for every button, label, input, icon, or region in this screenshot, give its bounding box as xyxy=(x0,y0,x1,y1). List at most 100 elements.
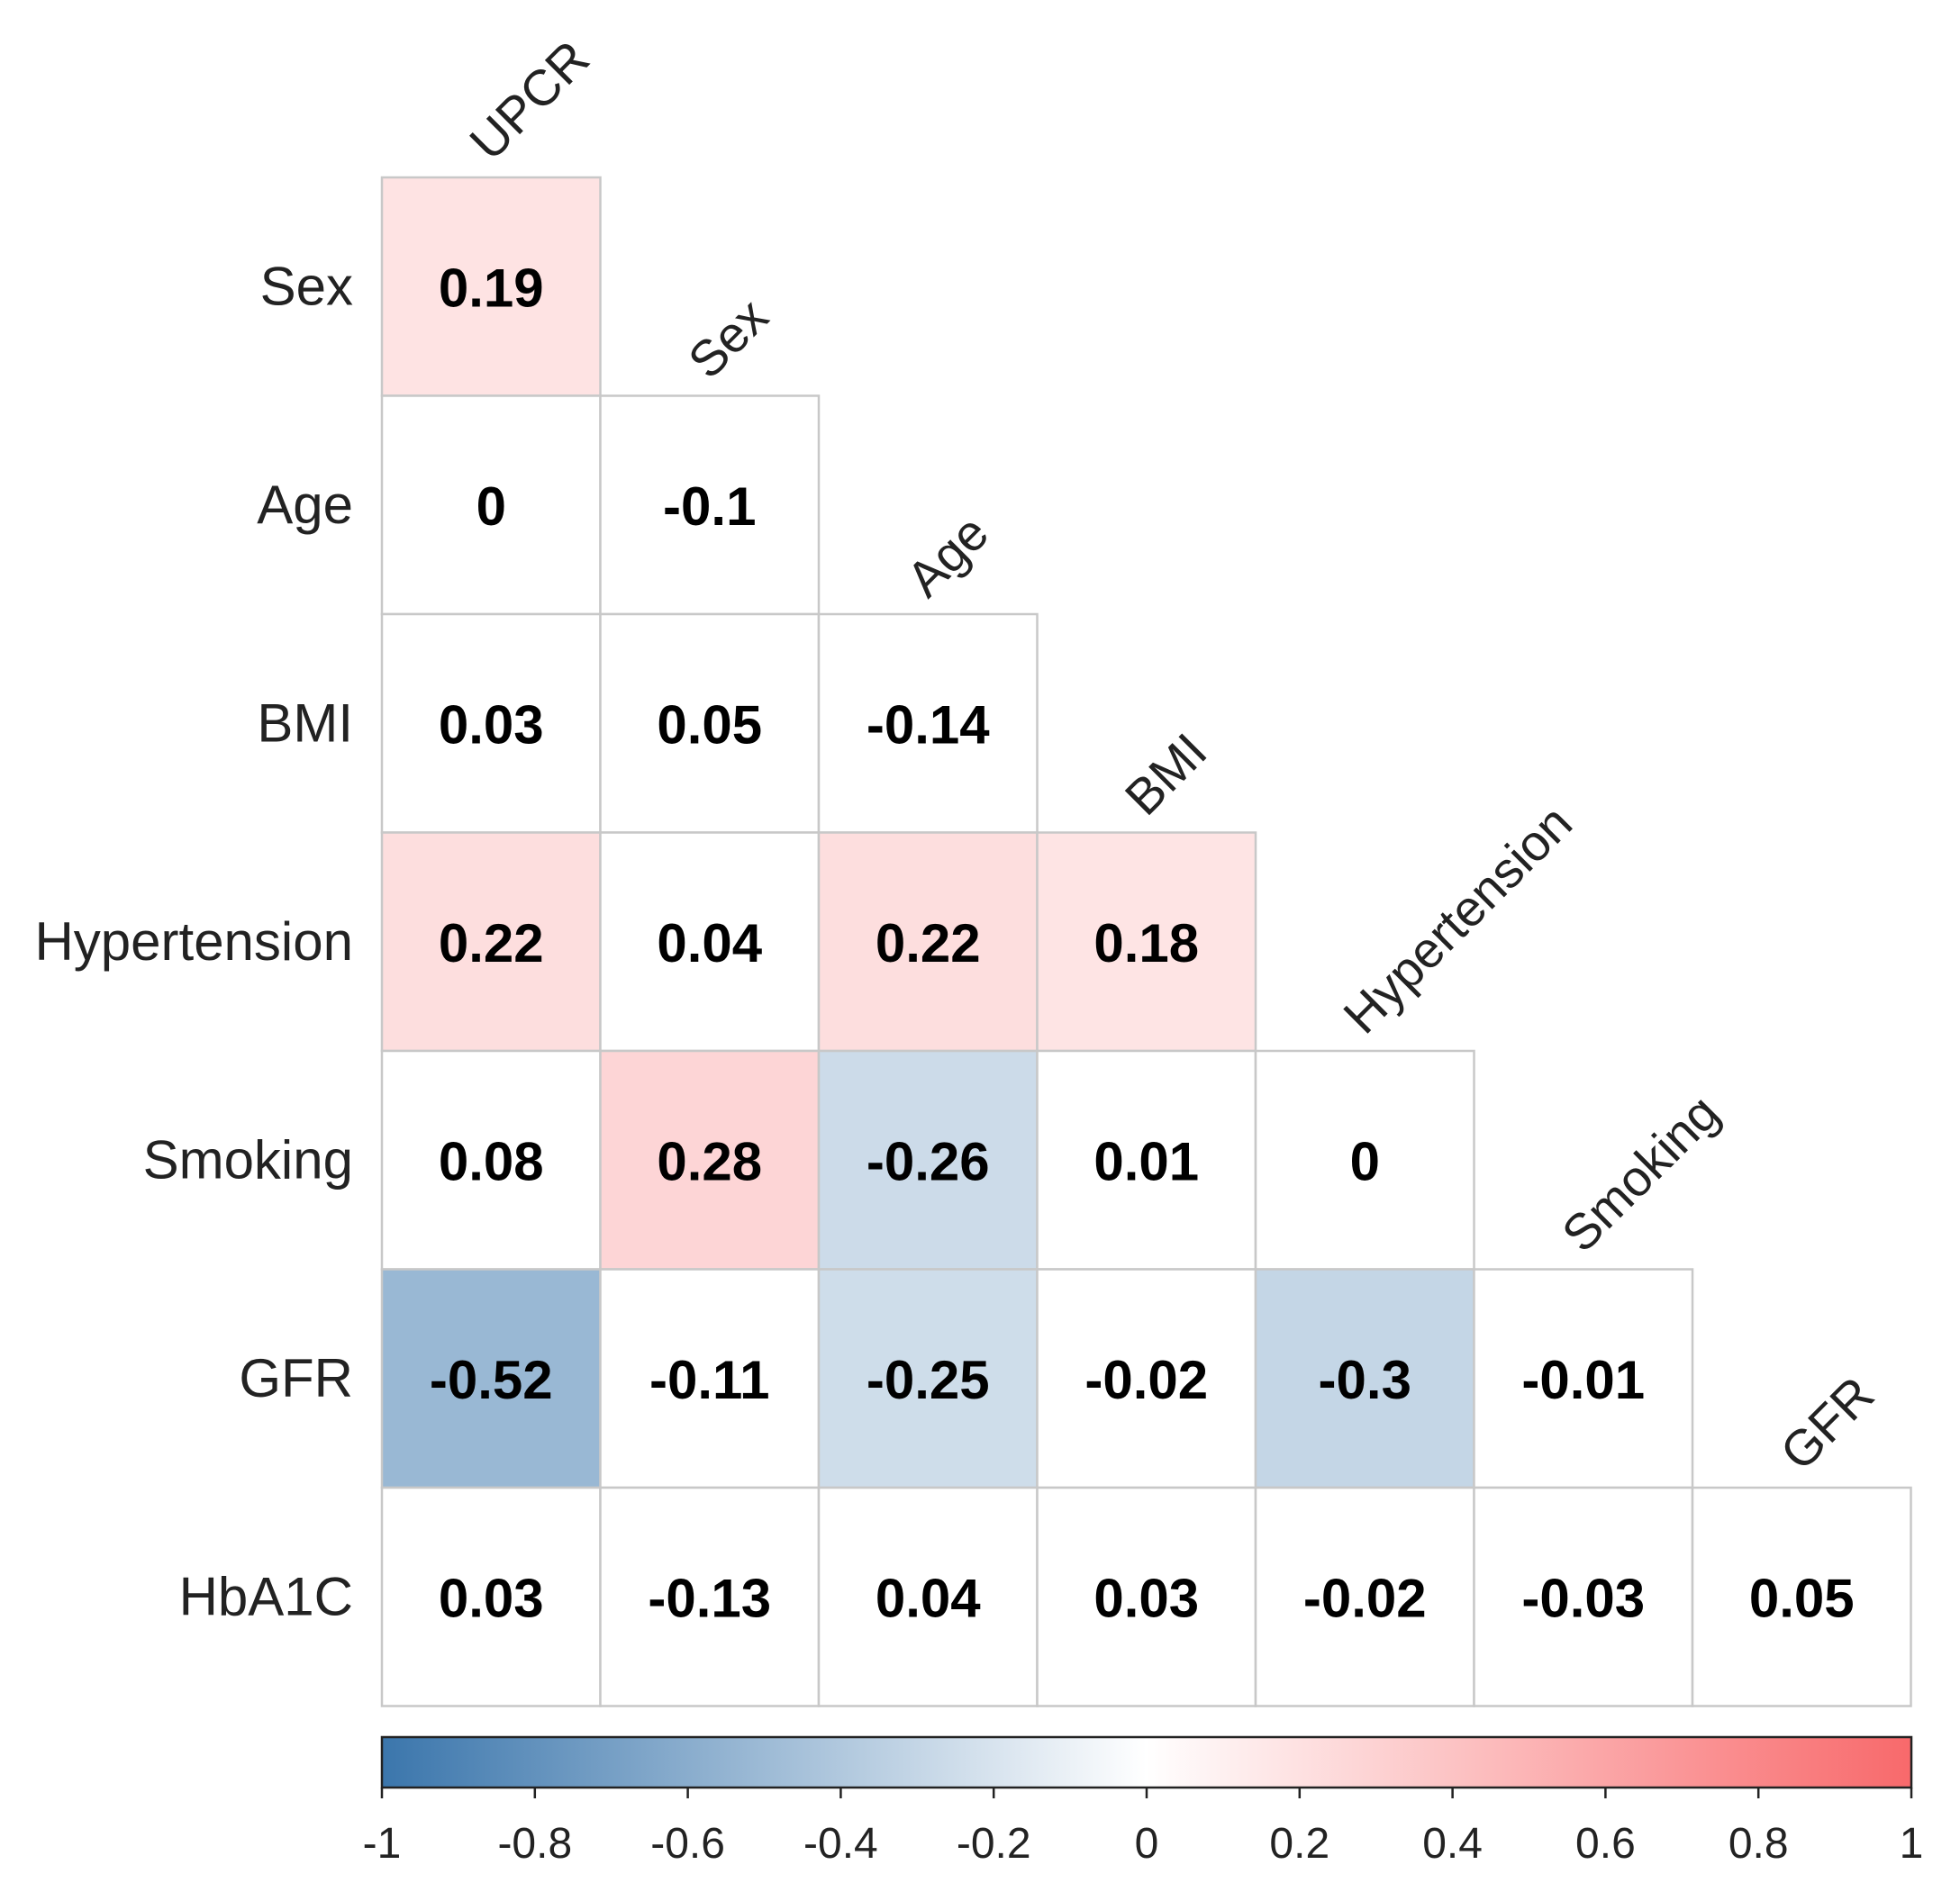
colorbar-tick-label: 0.4 xyxy=(1422,1820,1483,1868)
cell-age-upcr: 0 xyxy=(380,394,602,616)
cell-rect xyxy=(1473,1268,1694,1489)
column-label-upcr: UPCR xyxy=(458,30,600,171)
cell-value-label: -0.01 xyxy=(1521,1350,1645,1410)
cell-value-label: 0.05 xyxy=(657,694,762,755)
cell-hba1c-age: 0.04 xyxy=(817,1486,1039,1707)
cell-value-label: -0.03 xyxy=(1521,1568,1645,1628)
column-label-smoking: Smoking xyxy=(1551,1083,1730,1263)
cell-rect xyxy=(599,394,821,616)
cell-value-label: -0.52 xyxy=(430,1350,553,1410)
cell-rect xyxy=(380,1486,602,1707)
row-label-sex: Sex xyxy=(260,256,353,316)
cell-value-label: 0.01 xyxy=(1093,1131,1199,1191)
cell-value-label: 0 xyxy=(476,476,506,537)
column-label-gfr: GFR xyxy=(1769,1365,1884,1480)
cell-value-label: 0.03 xyxy=(1093,1568,1199,1628)
row-labels: Sex Age BMI Hypertension Smoking GFR HbA1C xyxy=(34,256,353,1626)
cell-rect xyxy=(1473,1486,1694,1707)
cell-hypertension-age: 0.22 xyxy=(817,831,1039,1053)
cell-hba1c-hypertension: -0.02 xyxy=(1254,1486,1475,1707)
cell-rect xyxy=(1036,831,1257,1053)
colorbar-tick-label: 1 xyxy=(1900,1820,1924,1868)
cell-value-label: -0.14 xyxy=(867,694,990,755)
colorbar-tick-label: 0 xyxy=(1135,1820,1159,1868)
colorbar-tick-label: -0.8 xyxy=(497,1820,572,1868)
cell-value-label: 0.28 xyxy=(657,1131,762,1191)
cell-gfr-bmi: -0.02 xyxy=(1036,1268,1257,1489)
cell-rect xyxy=(1036,1486,1257,1707)
colorbar-tick-label: 0.8 xyxy=(1729,1820,1789,1868)
cell-hba1c-smoking: -0.03 xyxy=(1473,1486,1694,1707)
cell-value-label: 0.22 xyxy=(439,913,544,973)
colorbar-gradient xyxy=(380,1735,1913,1789)
column-label-age: Age xyxy=(895,503,999,607)
cell-value-label: -0.11 xyxy=(649,1350,769,1410)
cell-smoking-bmi: 0.01 xyxy=(1036,1049,1257,1271)
colorbar-tick-label: 0.6 xyxy=(1575,1820,1636,1868)
cell-rect xyxy=(380,394,602,616)
cell-sex-upcr: 0.19 xyxy=(380,176,602,397)
cell-bmi-upcr: 0.03 xyxy=(380,612,602,834)
cell-gfr-hypertension: -0.3 xyxy=(1254,1268,1475,1489)
colorbar-tick-label: -1 xyxy=(363,1820,402,1868)
cell-value-label: -0.3 xyxy=(1319,1350,1411,1410)
colorbar-ticks: -1 -0.8 -0.6 -0.4 -0.2 0 0.2 0.4 0.6 0.8 1 xyxy=(363,1788,1924,1868)
cell-bmi-sex: 0.05 xyxy=(599,612,821,834)
cell-hba1c-sex: -0.13 xyxy=(599,1486,821,1707)
cell-value-label: 0.04 xyxy=(657,913,762,973)
cell-value-label: -0.1 xyxy=(663,476,756,537)
cell-value-label: 0.08 xyxy=(439,1131,544,1191)
row-label-hypertension: Hypertension xyxy=(34,911,353,972)
cell-value-label: 0.03 xyxy=(439,694,544,755)
cell-rect xyxy=(817,1049,1039,1271)
cell-rect xyxy=(1036,1268,1257,1489)
cell-rect xyxy=(1254,1268,1475,1489)
cell-hypertension-upcr: 0.22 xyxy=(380,831,602,1053)
cell-smoking-upcr: 0.08 xyxy=(380,1049,602,1271)
cell-value-label: 0.19 xyxy=(439,258,544,318)
cell-rect xyxy=(380,612,602,834)
cell-value-label: 0.22 xyxy=(876,913,981,973)
cell-hypertension-sex: 0.04 xyxy=(599,831,821,1053)
cell-rect xyxy=(599,831,821,1053)
cell-value-label: 0.03 xyxy=(439,1568,544,1628)
cell-value-label: 0.05 xyxy=(1749,1568,1855,1628)
cell-gfr-sex: -0.11 xyxy=(599,1268,821,1489)
cell-rect xyxy=(599,1486,821,1707)
cell-rect xyxy=(817,1268,1039,1489)
cell-gfr-smoking: -0.01 xyxy=(1473,1268,1694,1489)
row-label-hba1c: HbA1C xyxy=(179,1566,353,1626)
cell-rect xyxy=(817,612,1039,834)
cell-value-label: 0.04 xyxy=(876,1568,981,1628)
cell-rect xyxy=(380,176,602,397)
cell-smoking-age: -0.26 xyxy=(817,1049,1039,1271)
column-label-hypertension: Hypertension xyxy=(1332,794,1583,1045)
column-label-bmi: BMI xyxy=(1114,722,1218,826)
colorbar-tick-label: -0.4 xyxy=(803,1820,878,1868)
cell-value-label: -0.26 xyxy=(867,1131,990,1191)
cell-value-label: 0.18 xyxy=(1093,913,1199,973)
cell-smoking-sex: 0.28 xyxy=(599,1049,821,1271)
cells-layer: 0.19 0 -0.1 0.03 0.05 -0.14 0.22 0.04 0.22 0.18 0.… xyxy=(380,176,1912,1707)
cell-hba1c-upcr: 0.03 xyxy=(380,1486,602,1707)
row-label-bmi: BMI xyxy=(257,693,353,753)
cell-value-label: -0.13 xyxy=(648,1568,771,1628)
cell-value-label: -0.02 xyxy=(1303,1568,1427,1628)
cell-rect xyxy=(599,612,821,834)
cell-bmi-age: -0.14 xyxy=(817,612,1039,834)
row-label-gfr: GFR xyxy=(239,1348,353,1408)
cell-gfr-age: -0.25 xyxy=(817,1268,1039,1489)
cell-smoking-hypertension: 0 xyxy=(1254,1049,1475,1271)
cell-rect xyxy=(1691,1486,1912,1707)
row-label-age: Age xyxy=(257,475,353,535)
cell-rect xyxy=(1254,1049,1475,1271)
cell-age-sex: -0.1 xyxy=(599,394,821,616)
row-label-smoking: Smoking xyxy=(143,1129,353,1190)
cell-hypertension-bmi: 0.18 xyxy=(1036,831,1257,1053)
column-label-sex: Sex xyxy=(677,287,779,389)
cell-hba1c-gfr: 0.05 xyxy=(1691,1486,1912,1707)
colorbar-tick-label: -0.2 xyxy=(957,1820,1031,1868)
colorbar: -1 -0.8 -0.6 -0.4 -0.2 0 0.2 0.4 0.6 0.8 1 xyxy=(363,1735,1924,1868)
cell-rect xyxy=(380,1268,602,1489)
